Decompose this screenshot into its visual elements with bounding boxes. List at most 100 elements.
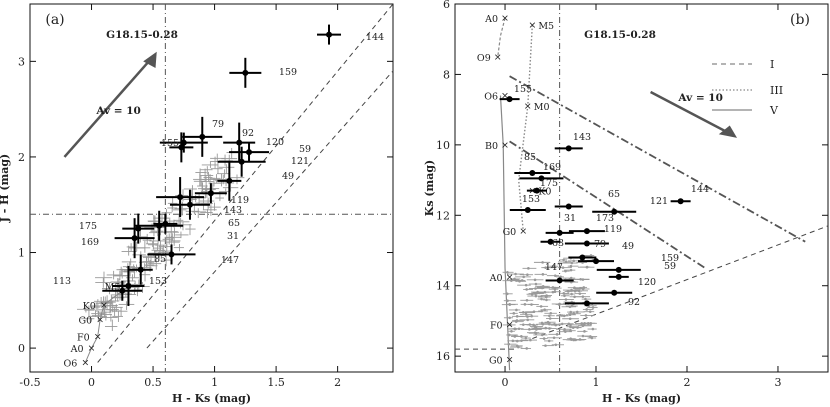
b-spectral-label: O6 [484, 92, 498, 103]
b-track-V [499, 95, 511, 371]
a-ytick-label: 1 [18, 247, 25, 260]
b-field-star-point [581, 295, 585, 298]
a-annotation: 147 [221, 255, 239, 266]
b-source-point [556, 229, 563, 236]
b-field-star-point [567, 322, 571, 326]
b-field-star-point [546, 266, 550, 269]
b-field-star-point [548, 314, 551, 318]
b-source-point [506, 96, 513, 103]
b-annotation: 120 [638, 277, 656, 288]
b-spectral-marker: × [506, 319, 514, 330]
b-field-star-point [512, 312, 516, 315]
b-source-point [579, 254, 586, 261]
a-annotation: 85 [154, 254, 166, 265]
a-source-point [199, 133, 206, 140]
a-reddening-arrowhead [143, 51, 157, 69]
b-field-star-point [555, 333, 559, 336]
a-source-point [178, 144, 185, 151]
b-spectral-label: G0 [503, 227, 517, 238]
a-annotation: 143 [224, 205, 242, 216]
b-legend-label: I [770, 58, 774, 71]
b-field-star-point [543, 308, 546, 312]
b-field-star-point [505, 292, 509, 296]
b-field-star-point [541, 261, 544, 264]
b-annotation: 155 [514, 84, 532, 95]
b-field-star-point [515, 308, 518, 312]
b-field-star-point [570, 292, 573, 296]
b-field-star-point [507, 342, 511, 346]
b-field-star-point [524, 313, 528, 316]
b-field-star-point [527, 267, 530, 270]
b-field-star-point [525, 347, 529, 350]
b-field-star-point [525, 298, 529, 302]
b-field-star-point [560, 314, 564, 317]
a-ytick-label: 2 [18, 151, 25, 164]
b-reddening-label: Av = 10 [677, 92, 723, 104]
b-field-star-point [570, 338, 573, 341]
a-annotation: 155 [161, 138, 179, 149]
b-field-star-point [524, 283, 528, 287]
b-source-point [565, 203, 572, 210]
a-ms-marker: × [94, 332, 102, 343]
b-source-point [538, 175, 545, 182]
b-field-star-point [570, 261, 574, 265]
b-field-star-point [522, 323, 525, 326]
b-ytick-label: 16 [436, 350, 450, 363]
b-legend-label: III [770, 84, 783, 97]
a-xlabel: H - Ks (mag) [172, 392, 251, 405]
b-field-star-point [513, 335, 517, 338]
b-field-star-point [563, 327, 566, 331]
a-annotation: 92 [242, 128, 254, 139]
b-field-star-point [509, 323, 512, 327]
b-field-star-point [578, 292, 582, 295]
a-source-point [236, 139, 243, 146]
b-field-star-point [576, 326, 579, 329]
b-field-star-point [534, 326, 538, 330]
b-source-point [547, 238, 554, 245]
b-field-star-point [583, 322, 586, 325]
b-spectral-marker: × [506, 272, 514, 283]
a-ms-label: F0 [77, 333, 90, 344]
b-field-star-point [588, 310, 592, 313]
a-annotation: 153 [149, 276, 167, 287]
a-xtick-label: 1.5 [267, 376, 285, 389]
b-field-star-point [554, 323, 558, 327]
a-annotation: 113 [53, 276, 71, 287]
a-annotation: 79 [212, 119, 224, 130]
b-field-star-point [541, 333, 544, 337]
a-reddening-arrow [63, 55, 154, 158]
b-field-star-point [548, 317, 552, 320]
b-annotation: 79 [594, 239, 606, 250]
b-field-star-point [544, 326, 548, 330]
a-annotation: 159 [279, 67, 297, 78]
a-reddening-label: Av = 10 [95, 105, 141, 117]
b-xlabel: H - Ks (mag) [602, 392, 681, 405]
b-source-point [529, 170, 536, 177]
a-source-point [125, 282, 132, 289]
b-panel-label: (b) [790, 12, 810, 28]
a-xtick-label: 0.5 [144, 376, 162, 389]
b-field-star-point [561, 266, 565, 269]
b-field-star-point [537, 291, 541, 295]
a-source-point [135, 225, 142, 232]
a-source-point [156, 222, 163, 229]
b-spectral-label: K0 [538, 187, 551, 198]
b-field-star-point [549, 311, 553, 315]
b-field-star-point [528, 328, 531, 331]
b-annotation: 144 [691, 184, 709, 195]
b-annotation: 59 [664, 261, 676, 272]
b-field-star-point [591, 306, 595, 309]
b-field-star-point [584, 314, 588, 317]
a-panel-label: (a) [45, 12, 64, 28]
a-ms-marker: × [96, 314, 104, 325]
b-spectral-label: O9 [477, 53, 491, 64]
b-field-star-point [508, 316, 511, 320]
b-field-star-point [547, 322, 551, 326]
b-field-star-point [562, 292, 566, 295]
a-annotation: 144 [366, 32, 384, 43]
b-field-star-point [570, 304, 574, 308]
b-field-star-point [572, 312, 576, 315]
b-field-star-point [589, 335, 592, 338]
a-xtick-label: 0 [88, 376, 95, 389]
b-spectral-label: A0 [484, 14, 498, 25]
